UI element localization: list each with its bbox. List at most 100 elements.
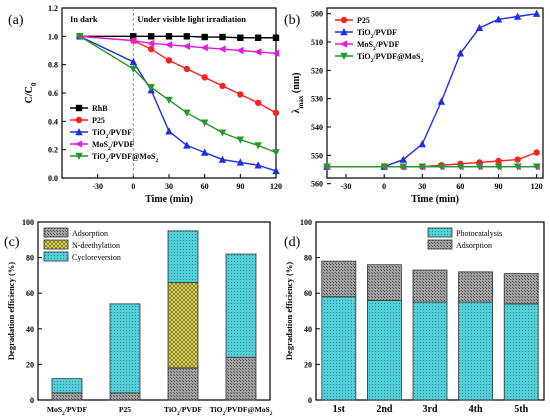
data-point bbox=[456, 163, 465, 171]
data-point bbox=[437, 97, 446, 105]
plot-frame bbox=[326, 7, 544, 179]
bar-segment bbox=[503, 273, 539, 305]
legend-label: TiO2/PVDF bbox=[357, 28, 397, 40]
data-point bbox=[200, 119, 209, 127]
data-point bbox=[323, 163, 331, 171]
y-tick-label: 0.2 bbox=[48, 146, 58, 155]
y-tick-label: 80 bbox=[26, 254, 34, 263]
x-tick-label: 120 bbox=[531, 182, 543, 191]
data-point bbox=[380, 163, 388, 171]
data-point bbox=[183, 109, 191, 117]
bar-segment bbox=[167, 282, 199, 369]
legend-label: P25 bbox=[357, 16, 370, 25]
panel-a: -30 0 30 60 90 120 0.0 0.2 0.4 0.6 0.8 1.0 1.2 Time (… bbox=[8, 4, 282, 205]
data-point bbox=[201, 74, 208, 81]
data-point bbox=[272, 149, 280, 157]
data-point bbox=[183, 65, 191, 73]
legend-marker bbox=[75, 116, 83, 124]
x-tick-label: 90 bbox=[495, 182, 503, 191]
bar-segment bbox=[167, 367, 199, 401]
data-point bbox=[475, 23, 484, 32]
data-point bbox=[165, 127, 173, 135]
data-point bbox=[165, 41, 173, 49]
data-point bbox=[495, 157, 502, 165]
bar-segment bbox=[225, 253, 257, 358]
legend-label: Adsorption bbox=[456, 241, 492, 250]
data-point bbox=[418, 163, 426, 171]
legend-marker bbox=[75, 104, 83, 112]
data-point bbox=[147, 45, 155, 53]
legend-marker bbox=[75, 140, 83, 148]
data-point bbox=[147, 33, 155, 40]
data-point bbox=[200, 148, 209, 156]
data-point bbox=[494, 163, 503, 171]
category-label: TiO2/PVDF@MoS2 bbox=[210, 405, 273, 417]
data-point bbox=[129, 36, 137, 45]
legend-label: RhB bbox=[92, 104, 108, 113]
data-point bbox=[165, 33, 173, 40]
legend-label: P25 bbox=[92, 116, 105, 125]
data-point bbox=[494, 15, 503, 23]
x-tick-label: 60 bbox=[456, 182, 464, 191]
x-tick-label: 60 bbox=[201, 182, 209, 191]
data-point bbox=[218, 45, 226, 53]
data-point bbox=[237, 34, 244, 41]
x-axis-label: Time (min) bbox=[411, 194, 459, 205]
y-tick-label: 1.2 bbox=[48, 4, 58, 13]
x-tick-label: 0 bbox=[382, 182, 386, 191]
legend-marker bbox=[340, 28, 348, 36]
bar-segment bbox=[167, 230, 199, 283]
y-tick-label: 0.6 bbox=[48, 89, 58, 98]
x-tick-label: 120 bbox=[270, 182, 282, 191]
data-point bbox=[532, 9, 541, 17]
series-line-0 bbox=[79, 35, 276, 39]
legend-label: MoS2/PVDF bbox=[92, 140, 134, 152]
y-axis-label: Degradation efficiency (%) bbox=[284, 262, 294, 360]
series-line-3 bbox=[79, 35, 277, 55]
x-tick-label: 90 bbox=[236, 182, 244, 191]
y-tick-label: 530 bbox=[311, 95, 323, 104]
data-point bbox=[236, 136, 245, 144]
data-point bbox=[533, 149, 540, 156]
data-point bbox=[165, 96, 173, 105]
data-point bbox=[254, 48, 262, 56]
data-point bbox=[147, 39, 155, 48]
legend-label: TiO2/PVDF@MoS2 bbox=[357, 52, 423, 64]
data-point bbox=[418, 140, 426, 148]
x-tick-label: 30 bbox=[165, 182, 173, 191]
y-tick-label: 80 bbox=[304, 254, 312, 263]
y-axis-label: λmax (nm) bbox=[291, 73, 305, 114]
bar-segment bbox=[225, 356, 257, 401]
legend-label: Photocatalysis bbox=[456, 229, 502, 238]
data-point bbox=[183, 33, 191, 40]
y-tick-label: 510 bbox=[311, 38, 323, 47]
y-tick-label: 0.8 bbox=[48, 61, 58, 70]
y-tick-label: 40 bbox=[26, 325, 34, 334]
category-label: 1st bbox=[333, 404, 346, 415]
data-point bbox=[272, 166, 280, 175]
y-tick-label: 60 bbox=[26, 289, 34, 298]
data-point bbox=[254, 99, 262, 107]
data-point bbox=[236, 158, 245, 166]
y-tick-label: 520 bbox=[311, 66, 323, 75]
data-point bbox=[147, 84, 155, 92]
y-tick-label: 100 bbox=[300, 218, 312, 227]
data-point bbox=[513, 163, 522, 171]
data-point bbox=[237, 91, 244, 98]
bar-segment bbox=[51, 392, 83, 401]
data-point bbox=[218, 129, 227, 137]
category-label: 4th bbox=[469, 404, 483, 415]
data-point bbox=[236, 46, 244, 55]
data-point bbox=[254, 161, 262, 169]
panel-label: (a) bbox=[8, 13, 24, 28]
series-line-4 bbox=[79, 35, 277, 154]
data-point bbox=[456, 49, 465, 57]
y-tick-label: 100 bbox=[22, 218, 34, 227]
legend-label: Cycloreversion bbox=[72, 253, 121, 262]
series-line-0 bbox=[327, 151, 537, 168]
data-point bbox=[254, 34, 262, 41]
x-tick-label: -30 bbox=[92, 182, 103, 191]
y-tick-label: 0 bbox=[308, 396, 312, 405]
bar-segment bbox=[458, 271, 494, 303]
bar-segment bbox=[321, 296, 357, 401]
